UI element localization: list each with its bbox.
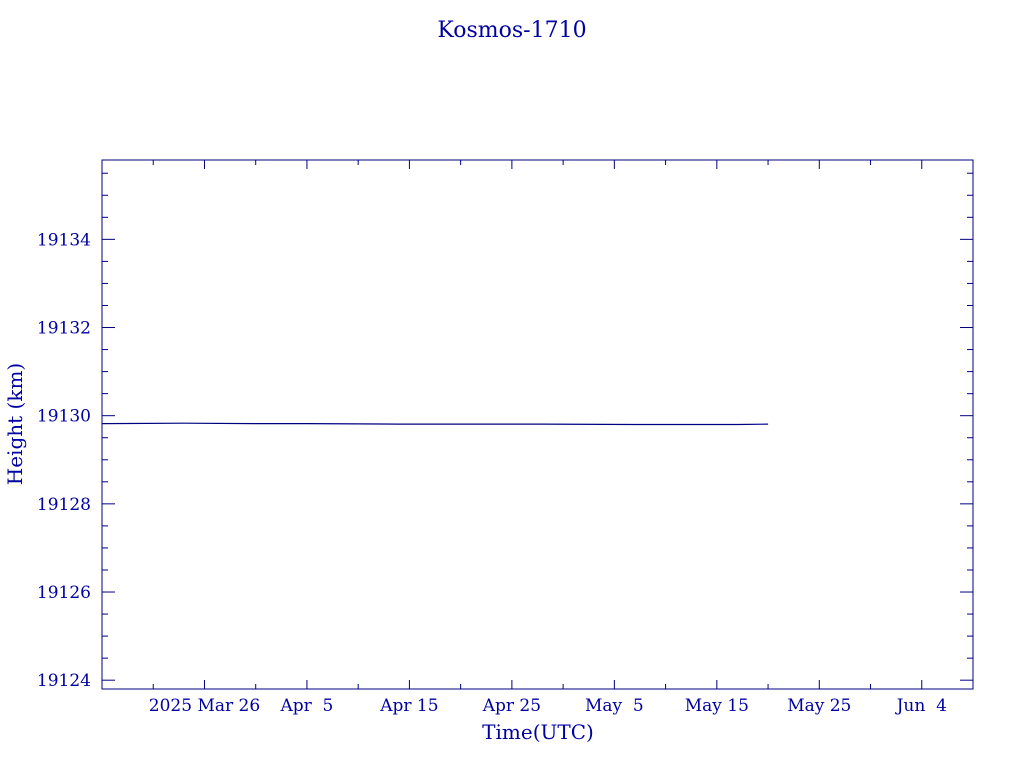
series-line-0 (101, 422, 769, 426)
chart-title: Kosmos-1710 (437, 18, 586, 43)
x-tick-label: Jun 4 (895, 696, 947, 716)
x-tick-label: Apr 15 (379, 696, 438, 716)
x-tick-label: May 25 (787, 696, 851, 716)
y-tick-label: 19132 (37, 319, 91, 339)
y-tick-label: 19128 (37, 495, 91, 515)
y-tick-label: 19124 (37, 671, 91, 691)
y-tick-label: 19134 (37, 230, 91, 250)
y-axis: 19124 19126 19128 19130 19132 19134 (37, 172, 973, 691)
y-tick-label: 19130 (37, 407, 91, 427)
series-layer (101, 422, 769, 426)
x-tick-label: 2025 Mar 26 (149, 696, 260, 716)
x-tick-label: May 15 (685, 696, 749, 716)
y-tick-label: 19126 (37, 583, 91, 603)
x-tick-label: May 5 (585, 696, 644, 716)
y-axis-label: Height (km) (3, 363, 27, 485)
x-axis-label: Time(UTC) (482, 720, 594, 744)
x-tick-label: Apr 25 (482, 696, 541, 716)
x-axis: 2025 Mar 26 Apr 5 Apr 15 Apr 25 May 5 May 15 M… (101, 160, 974, 716)
plot-frame (101, 159, 974, 690)
x-tick-label: Apr 5 (279, 696, 333, 716)
